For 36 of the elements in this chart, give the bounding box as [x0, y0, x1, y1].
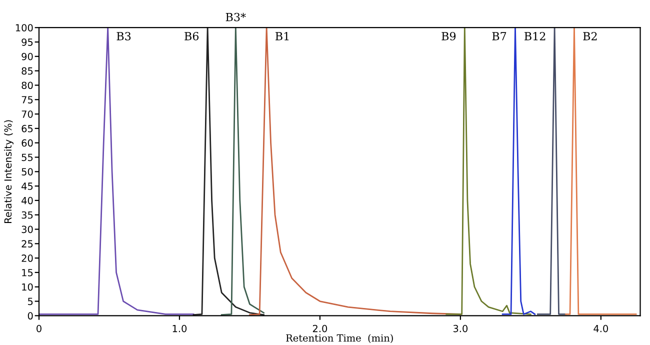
- y-tick-label: 0: [28, 312, 33, 320]
- y-tick-label: 30: [22, 226, 33, 234]
- annotation: B2: [583, 32, 597, 40]
- annotation: B12: [524, 32, 546, 40]
- y-tick-label: 5: [28, 298, 33, 306]
- x-tick-label: 2.0: [312, 324, 328, 332]
- x-tick-label: 3.0: [453, 324, 468, 332]
- y-tick-label: 85: [22, 67, 33, 75]
- x-axis-title: Retention Time (min): [286, 334, 393, 344]
- y-tick-label: 10: [22, 283, 33, 291]
- y-tick-label: 25: [22, 240, 33, 248]
- y-tick-label: 80: [22, 82, 33, 90]
- y-tick-label: 45: [22, 182, 33, 190]
- y-tick-label: 75: [22, 96, 33, 104]
- y-tick-label: 65: [22, 124, 33, 132]
- y-tick-label: 20: [22, 254, 33, 262]
- x-tick-label: 0: [36, 324, 42, 332]
- y-axis-title: Relative Intensity (%): [4, 120, 14, 223]
- annotation: B3*: [226, 12, 246, 22]
- annotation: B9: [442, 32, 456, 40]
- annotation: B3: [116, 32, 131, 40]
- annotation: B7: [492, 32, 506, 40]
- annotation: B1: [276, 32, 289, 40]
- annotation: B6: [184, 32, 199, 40]
- y-tick-label: 55: [22, 154, 33, 162]
- y-tick-label: 90: [22, 52, 33, 60]
- y-tick-label: 35: [22, 211, 33, 219]
- y-tick-label: 15: [22, 269, 33, 276]
- y-tick-label: 40: [22, 196, 33, 204]
- y-tick-label: 60: [22, 139, 33, 147]
- y-tick-label: 95: [22, 38, 33, 46]
- x-tick-label: 4.0: [594, 324, 608, 332]
- x-tick-label: 1.0: [172, 324, 187, 332]
- y-tick-label: 50: [22, 168, 33, 176]
- y-tick-label: 70: [22, 110, 33, 118]
- y-tick-label: 100: [16, 24, 33, 32]
